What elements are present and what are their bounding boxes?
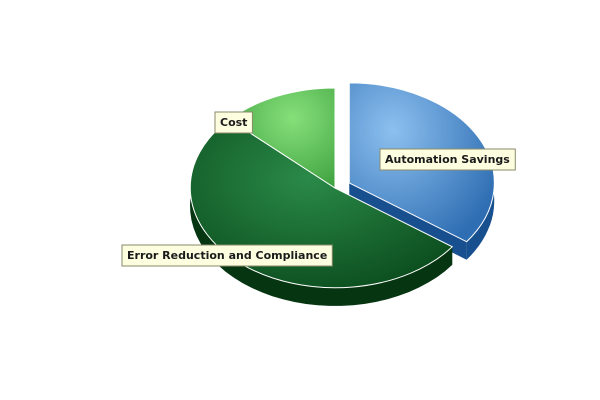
slice-label-box xyxy=(214,111,253,134)
slice-label-box xyxy=(379,148,516,171)
slice-label: Cost xyxy=(214,111,253,134)
slice-label: Automation Savings xyxy=(379,148,516,171)
slice-label-text: Automation Savings xyxy=(385,153,510,166)
slice-label-text: Error Reduction and Compliance xyxy=(127,249,327,262)
slice-label: Error Reduction and Compliance xyxy=(121,244,333,267)
slice-label-text: Cost xyxy=(220,116,247,129)
slice-label-box xyxy=(121,244,333,267)
